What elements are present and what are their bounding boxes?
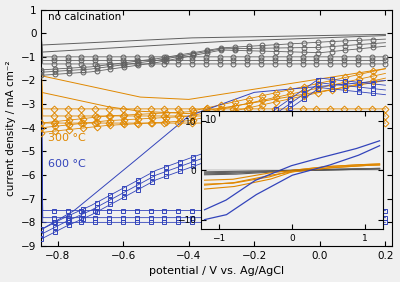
X-axis label: potential / V vs. Ag/AgCl: potential / V vs. Ag/AgCl	[149, 266, 284, 276]
Y-axis label: current density / mA cm⁻²: current density / mA cm⁻²	[6, 60, 16, 195]
Text: no calcination: no calcination	[48, 12, 121, 22]
Text: 300 °C: 300 °C	[48, 133, 86, 143]
Text: 600 °C: 600 °C	[48, 159, 86, 169]
